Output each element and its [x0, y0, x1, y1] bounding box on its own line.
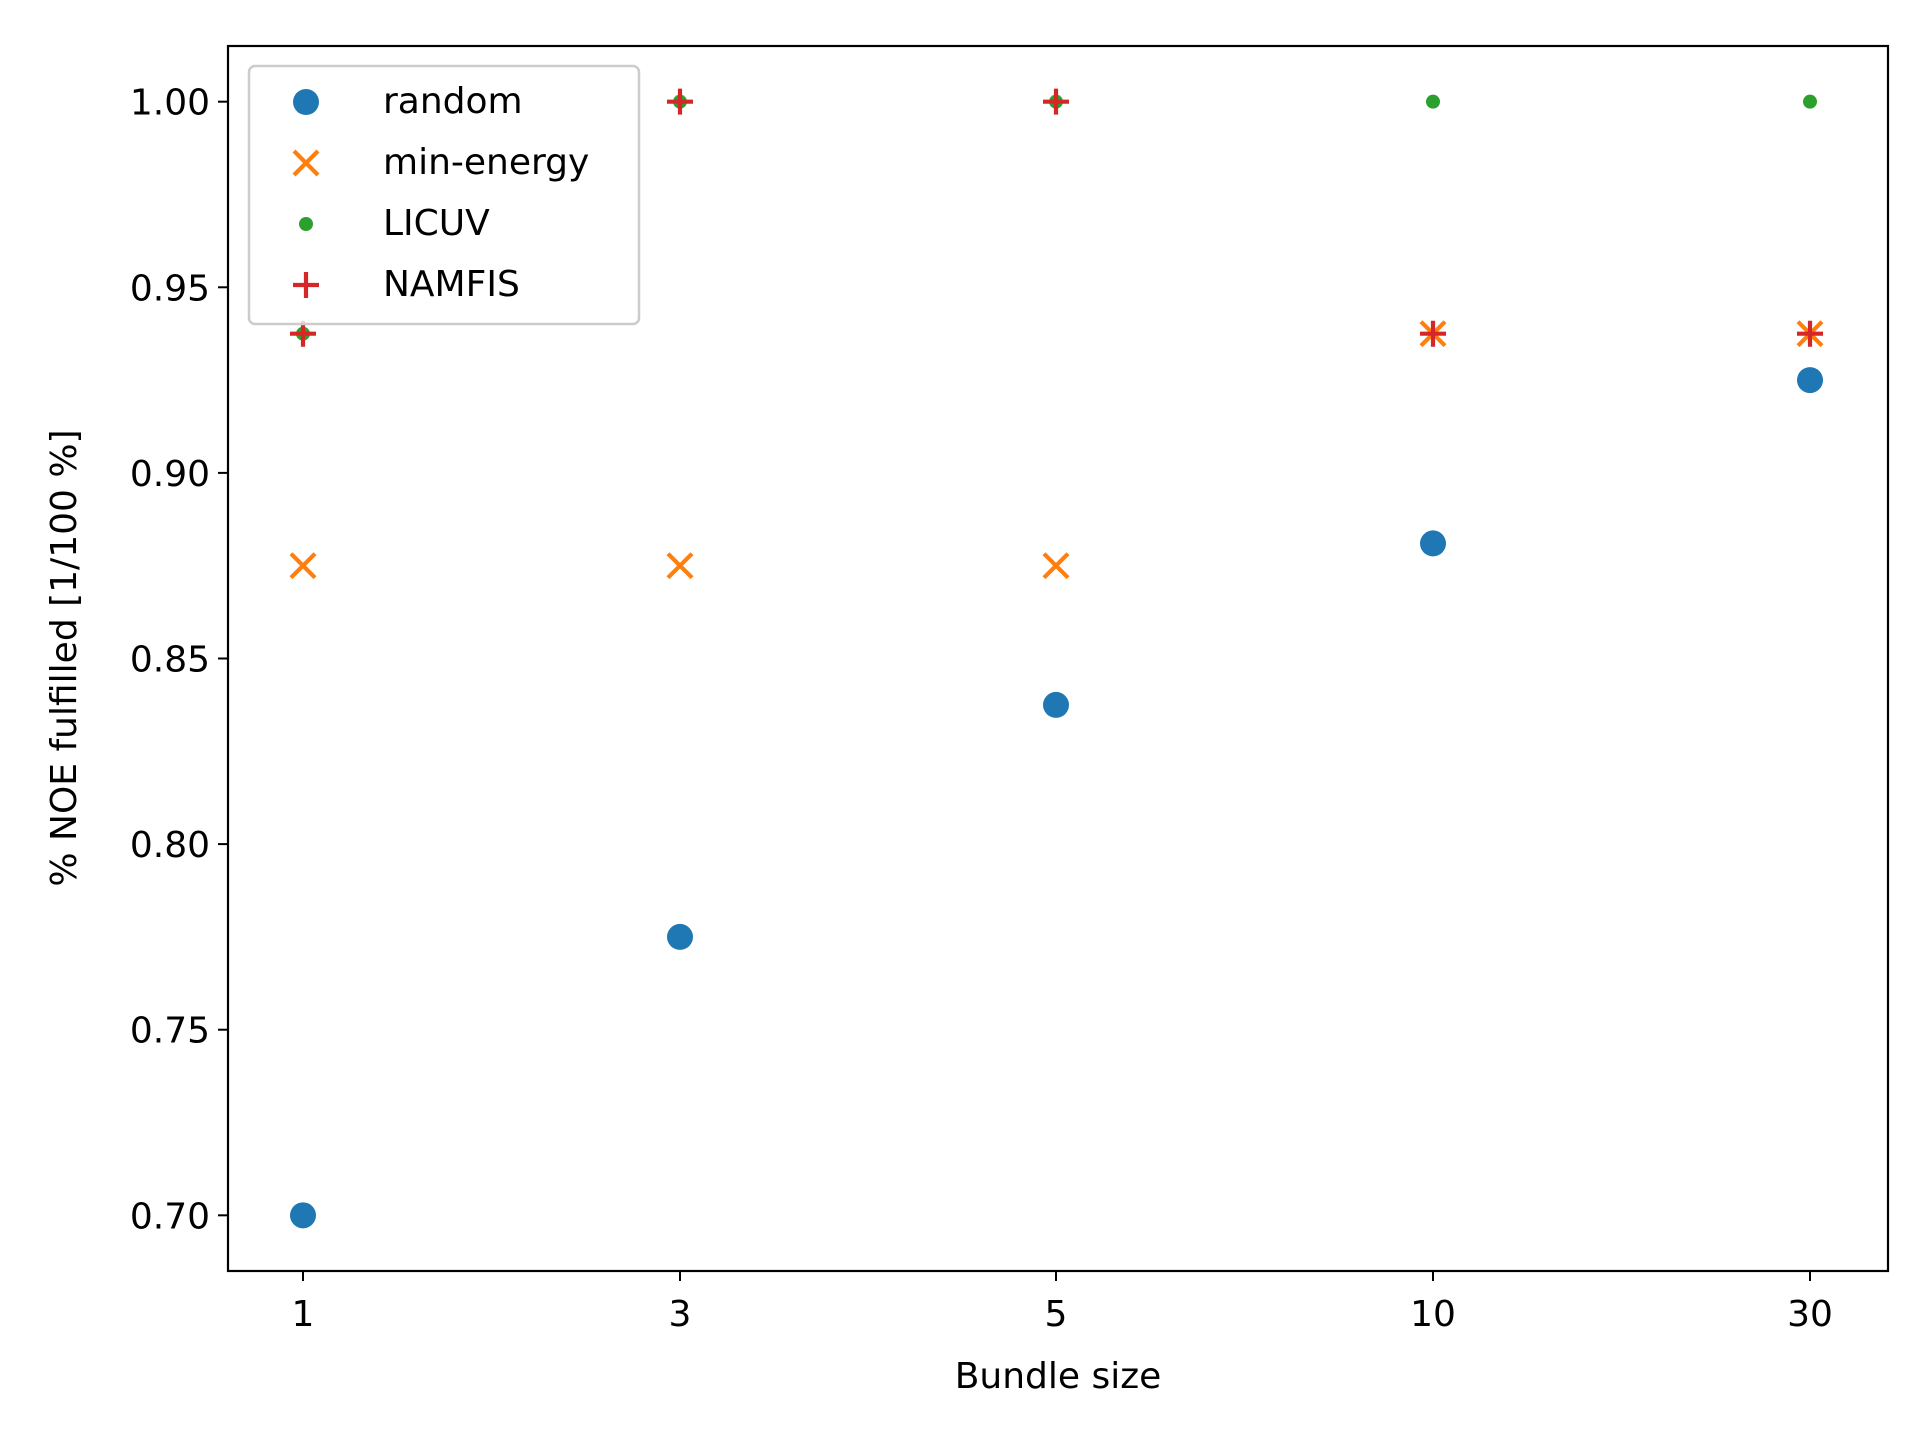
y-tick-label: 0.70	[130, 1196, 210, 1237]
random-point	[290, 1202, 316, 1229]
namfis-point	[1420, 320, 1446, 347]
legend-label-namfis: NAMFIS	[383, 264, 520, 305]
legend-frame	[247, 64, 641, 326]
namfis-point	[1797, 320, 1823, 347]
y-tick-label: 0.75	[130, 1011, 210, 1052]
legend-label-licuv: LICUV	[383, 203, 490, 244]
min-energy-point	[1042, 552, 1070, 580]
y-tick-label: 0.90	[130, 454, 210, 495]
random-point	[1420, 530, 1446, 557]
y-tick-label: 0.85	[130, 640, 210, 681]
min-energy-point	[666, 552, 694, 580]
x-tick-label: 30	[1787, 1294, 1833, 1335]
legend-label-min-energy: min-energy	[383, 142, 589, 183]
namfis-point	[667, 88, 693, 115]
x-tick-label: 1	[292, 1294, 315, 1335]
legend-marker-random	[293, 89, 319, 115]
namfis-point	[1043, 88, 1069, 115]
min-energy-point	[289, 552, 317, 580]
legend-marker-min-energy	[292, 149, 320, 177]
y-tick-label: 0.80	[130, 825, 210, 866]
licuv-point	[1426, 94, 1440, 109]
y-tick-label: 0.95	[130, 268, 210, 309]
random-point	[667, 923, 693, 950]
x-axis: 1 3 5 10 30	[292, 1271, 1833, 1335]
data-points	[289, 88, 1824, 1229]
random-point	[1043, 691, 1069, 718]
x-axis-title: Bundle size	[955, 1356, 1162, 1397]
y-tick-label: 1.00	[130, 83, 210, 124]
y-axis-title: % NOE fulfilled [1/100 %]	[44, 429, 85, 886]
legend-label-random: random	[383, 81, 523, 122]
random-point	[1797, 367, 1823, 394]
x-tick-label: 3	[669, 1294, 692, 1335]
legend: random min-energy LICUV NAMFIS	[247, 64, 641, 326]
y-axis: 0.70 0.75 0.80 0.85 0.90 0.95 1.00	[130, 83, 228, 1237]
x-tick-label: 10	[1410, 1294, 1456, 1335]
legend-marker-licuv	[299, 217, 313, 231]
x-tick-label: 5	[1045, 1294, 1068, 1335]
licuv-point	[1803, 94, 1817, 109]
legend-marker-namfis	[293, 272, 319, 298]
